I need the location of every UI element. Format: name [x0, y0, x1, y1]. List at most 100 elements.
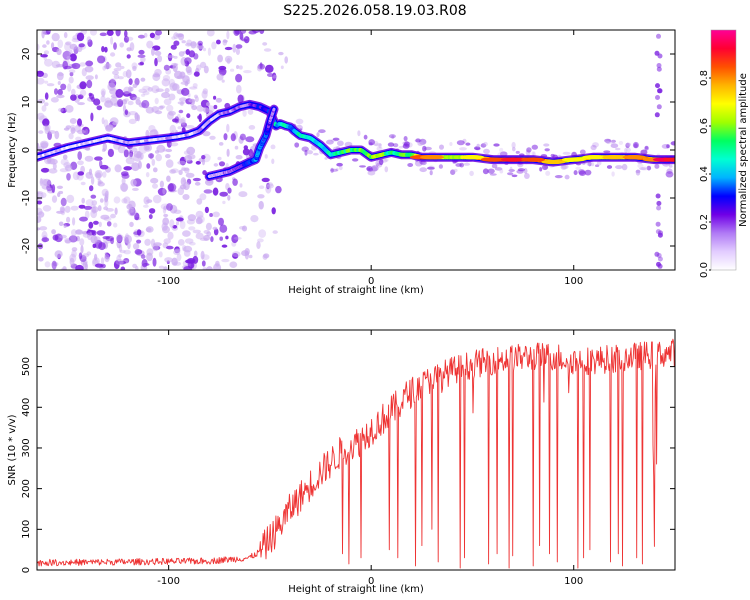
hotspot: [602, 155, 627, 160]
noise-blob: [137, 34, 146, 39]
noise-blob: [235, 155, 243, 160]
noise-blob: [121, 198, 128, 204]
noise-blob: [195, 232, 204, 240]
noise-blob: [134, 112, 139, 120]
noise-blob: [105, 125, 114, 132]
noise-blob: [62, 266, 67, 270]
noise-blob: [189, 241, 196, 246]
noise-blob: [185, 66, 192, 74]
y-tick-label: 400: [21, 398, 32, 417]
noise-blob: [76, 32, 85, 42]
noise-blob: [186, 113, 191, 119]
ridge-halo-blob: [626, 142, 631, 147]
ridge-halo-blob: [493, 143, 500, 147]
spectrogram-y-label: Frequency (Hz): [7, 112, 18, 188]
noise-blob: [169, 82, 178, 91]
noise-blob: [110, 213, 116, 219]
ridge-halo-blob: [550, 153, 555, 158]
noise-blob: [115, 258, 124, 265]
noise-blob: [48, 168, 58, 174]
noise-blob: [41, 105, 47, 112]
noise-blob: [159, 180, 164, 188]
noise-blob: [183, 266, 193, 270]
noise-blob: [123, 196, 131, 204]
noise-blob: [97, 205, 102, 212]
noise-blob: [165, 159, 174, 168]
ridge-halo-blob: [611, 171, 615, 177]
noise-blob: [40, 167, 50, 173]
noise-blob: [141, 259, 148, 268]
noise-blob: [84, 129, 89, 135]
noise-blob: [113, 67, 122, 72]
noise-blob: [54, 250, 63, 258]
noise-blob: [57, 39, 64, 49]
noise-blob: [71, 229, 77, 237]
noise-blob: [43, 50, 50, 55]
noise-blob: [68, 235, 78, 243]
ridge-halo-blob: [494, 167, 503, 171]
noise-blob: [218, 65, 227, 71]
ridge-halo-blob: [606, 165, 613, 169]
y-tick-label: 300: [21, 438, 32, 457]
noise-blob: [218, 217, 224, 226]
noise-blob: [218, 142, 224, 146]
noise-blob: [143, 143, 152, 152]
noise-blob: [79, 255, 87, 262]
noise-blob: [72, 217, 76, 226]
noise-blob: [104, 63, 112, 69]
ridge-halo-blob: [438, 164, 443, 169]
noise-blob: [117, 76, 124, 80]
noise-blob: [203, 65, 209, 74]
noise-blob: [59, 234, 67, 239]
noise-blob: [193, 71, 200, 77]
noise-blob: [125, 69, 132, 79]
noise-blob: [85, 60, 94, 67]
ridge-halo-blob: [379, 158, 384, 166]
edge-blob: [654, 50, 660, 56]
noise-blob: [221, 244, 228, 248]
noise-blob: [101, 117, 105, 125]
ridge-halo-blob: [511, 141, 516, 149]
ridge-halo-blob: [531, 151, 535, 156]
noise-blob: [69, 43, 78, 50]
ridge-halo-blob: [637, 163, 644, 169]
ridge-halo-blob: [388, 134, 396, 139]
noise-blob: [43, 124, 49, 131]
ridge-halo-blob: [603, 150, 611, 153]
noise-blob: [68, 69, 76, 74]
noise-blob: [164, 257, 173, 263]
noise-blob: [136, 151, 142, 159]
ridge-halo-blob: [366, 166, 373, 172]
noise-blob: [123, 98, 129, 102]
noise-blob: [114, 207, 118, 215]
noise-blob: [237, 94, 244, 104]
noise-blob: [51, 195, 58, 203]
hotspot: [582, 155, 606, 160]
noise-blob: [85, 199, 94, 206]
noise-blob: [47, 130, 56, 134]
noise-blob: [47, 157, 52, 163]
noise-blob: [195, 160, 201, 165]
noise-blob: [156, 55, 163, 63]
noise-blob: [248, 149, 254, 158]
colorbar-bar: [711, 30, 736, 270]
noise-blob: [64, 239, 72, 244]
ridge-halo-blob: [610, 140, 615, 145]
y-tick-label: 500: [21, 357, 32, 376]
ridge-halo-blob: [469, 170, 474, 177]
snr-content: [37, 338, 675, 569]
noise-blob: [65, 125, 72, 129]
noise-blob: [202, 47, 207, 52]
noise-blob: [119, 249, 126, 254]
ridge-halo-blob: [509, 166, 513, 173]
noise-blob: [132, 243, 140, 250]
noise-blob: [154, 110, 163, 115]
noise-blob: [66, 56, 72, 60]
noise-blob: [59, 206, 65, 213]
snr-x-label: Height of straight line (km): [288, 584, 424, 595]
y-tick-label: -20: [21, 238, 32, 254]
noise-blob: [201, 260, 206, 267]
noise-blob: [113, 42, 117, 50]
noise-blob: [81, 253, 90, 258]
noise-blob: [136, 239, 142, 244]
